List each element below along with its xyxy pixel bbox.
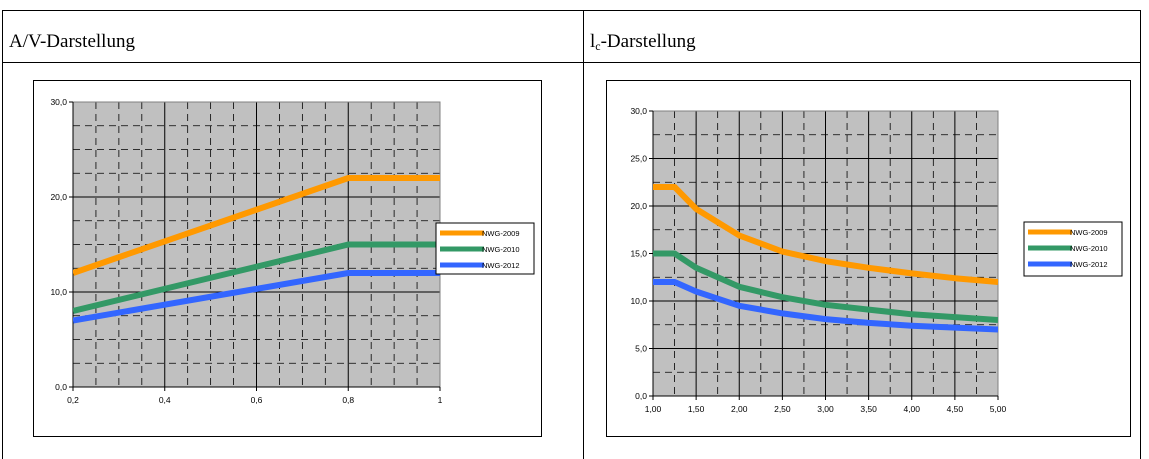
x-tick-label: 3,00 bbox=[817, 404, 834, 414]
cell-title-av-text: A/V-Darstellung bbox=[9, 31, 135, 52]
x-tick-label: 0,8 bbox=[342, 395, 354, 405]
legend-label: NWG-2010 bbox=[1070, 244, 1108, 253]
table-border-right bbox=[1140, 10, 1141, 459]
cell-title-lc-main: l bbox=[590, 31, 596, 52]
chart-lc: 0,0 5,0 10,0 15,0 20,0 25,0 30,0 1,00 1,50 2,00 2,… bbox=[630, 106, 1123, 414]
chart-av: 0,010,020,030,00,2 0,4 0,6 0,8 1NWG-2009NWG-… bbox=[50, 97, 535, 405]
x-tick-label: 0,2 bbox=[67, 395, 79, 405]
x-tick-label: 0,6 bbox=[251, 395, 263, 405]
x-tick-label: 2,00 bbox=[731, 404, 748, 414]
x-tick-label: 1,50 bbox=[688, 404, 705, 414]
y-tick-label: 0,0 bbox=[55, 382, 67, 392]
legend-label: NWG-2009 bbox=[1070, 228, 1108, 237]
table-row-divider bbox=[2, 62, 1141, 63]
table-border-left bbox=[2, 10, 3, 459]
y-tick-label: 25,0 bbox=[630, 154, 647, 164]
table-column-divider bbox=[583, 10, 584, 459]
x-tick-label: 3,50 bbox=[860, 404, 877, 414]
x-tick-label: 2,50 bbox=[774, 404, 791, 414]
y-tick-label: 10,0 bbox=[630, 296, 647, 306]
legend: NWG-2009 NWG-2010 NWG-2012 bbox=[1023, 221, 1123, 277]
chart-frame-lc: 0,0 5,0 10,0 15,0 20,0 25,0 30,0 1,00 1,50 2,00 2,… bbox=[606, 80, 1131, 437]
cell-title-lc: lc-Darstellung bbox=[590, 31, 696, 53]
cell-title-av: A/V-Darstellung bbox=[9, 31, 135, 53]
series-line-nwg-2012 bbox=[73, 270, 440, 324]
y-tick-label: 20,0 bbox=[50, 192, 67, 202]
x-tick-label: 5,00 bbox=[990, 404, 1007, 414]
series-line-nwg-2010 bbox=[653, 250, 998, 323]
legend-label: NWG-2009 bbox=[482, 229, 520, 238]
y-tick-label: 15,0 bbox=[630, 249, 647, 259]
y-tick-label: 20,0 bbox=[630, 201, 647, 211]
legend-label: NWG-2012 bbox=[482, 261, 520, 270]
y-tick-label: 30,0 bbox=[50, 97, 67, 107]
legend-label: NWG-2010 bbox=[482, 245, 520, 254]
series-line-nwg-2012 bbox=[653, 279, 998, 333]
series-line-nwg-2009 bbox=[73, 175, 440, 276]
legend: NWG-2009 NWG-2010 NWG-2012 bbox=[435, 222, 535, 275]
x-tick-label: 1 bbox=[438, 395, 443, 405]
table-border-top bbox=[2, 10, 1141, 11]
cell-title-lc-subscript: c bbox=[595, 39, 601, 53]
y-tick-label: 5,0 bbox=[635, 344, 647, 354]
x-tick-label: 4,50 bbox=[947, 404, 964, 414]
chart-frame-av: 0,0 10,0 20,0 30,0 0,2 0,4 0,6 0,8 1 NWG-2009 NWG-… bbox=[33, 80, 542, 437]
series-line-nwg-2009 bbox=[653, 184, 998, 285]
y-tick-label: 10,0 bbox=[50, 287, 67, 297]
x-tick-label: 4,00 bbox=[903, 404, 920, 414]
x-tick-label: 0,4 bbox=[159, 395, 171, 405]
series-line-nwg-2010 bbox=[73, 241, 440, 314]
cell-title-lc-rest: -Darstellung bbox=[600, 31, 696, 52]
x-tick-label: 1,00 bbox=[645, 404, 662, 414]
y-tick-label: 0,0 bbox=[635, 391, 647, 401]
legend-label: NWG-2012 bbox=[1070, 260, 1108, 269]
y-tick-label: 30,0 bbox=[630, 106, 647, 116]
